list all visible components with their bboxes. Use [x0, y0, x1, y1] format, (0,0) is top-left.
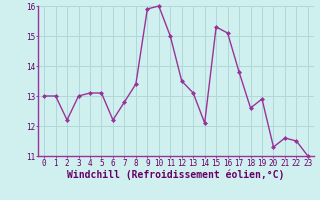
X-axis label: Windchill (Refroidissement éolien,°C): Windchill (Refroidissement éolien,°C) [67, 169, 285, 180]
